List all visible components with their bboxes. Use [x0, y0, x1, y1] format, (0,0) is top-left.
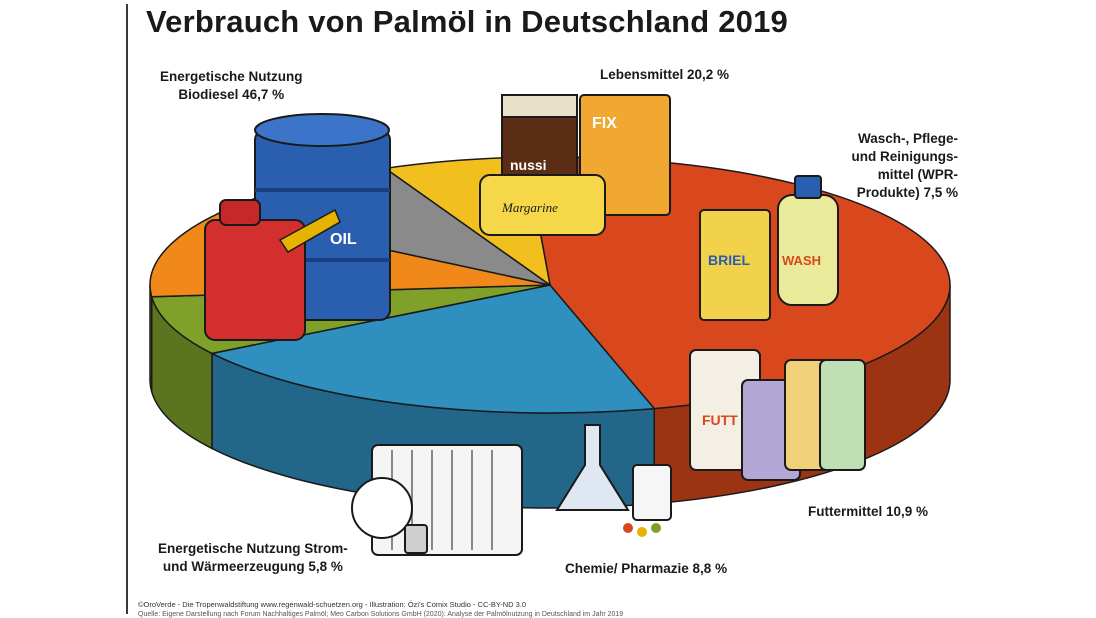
radiator-and-bulb-illustration: [351, 444, 523, 556]
margarine-label: Margarine: [501, 200, 558, 215]
oil-label: OIL: [330, 231, 357, 248]
label-biodiesel-line-2: Biodiesel 46,7 %: [178, 87, 285, 102]
label-futtermittel-line-1: Futtermittel 10,9 %: [808, 504, 929, 519]
fuel-can-illustration: [204, 199, 341, 341]
label-biodiesel-line-1: Energetische Nutzung: [160, 69, 303, 84]
label-wpr-line-2: und Reinigungs-: [851, 149, 958, 164]
chart-title: Verbrauch von Palmöl in Deutschland 2019: [146, 4, 788, 39]
credit-line: ©OroVerde - Die Tropenwaldstiftung www.r…: [138, 600, 527, 609]
feed-bags-illustration: FUTT: [689, 349, 866, 481]
label-biodiesel: Energetische Nutzung Biodiesel 46,7 %: [160, 68, 303, 104]
futt-label: FUTT: [702, 412, 738, 428]
slice-futtermittel-side-0: [149, 284, 153, 392]
label-wpr-line-4: Produkte) 7,5 %: [856, 185, 958, 200]
label-wpr-line-1: Wasch-, Pflege-: [857, 131, 958, 146]
label-lebensmittel: Lebensmittel 20,2 %: [600, 66, 729, 84]
label-strom-line-2: und Wärmeerzeugung 5,8 %: [162, 559, 343, 574]
detergent-products-illustration: BRIEL WASH: [699, 175, 839, 321]
label-strom-line-1: Energetische Nutzung Strom-: [158, 541, 348, 556]
food-products-illustration: nussi FIX Margarine: [479, 94, 671, 236]
nussi-label: nussi: [510, 157, 547, 173]
source-line: Quelle: Eigene Darstellung nach Forum Na…: [138, 611, 624, 618]
left-border-line: [126, 4, 128, 614]
fix-label: FIX: [592, 115, 617, 132]
lab-flask-illustration: [555, 424, 672, 537]
wash-label: WASH: [782, 253, 821, 268]
pie-chart: OIL nussi FIX Margarine BRIEL WASH FUTT: [149, 94, 951, 556]
label-wpr-line-3: mittel (WPR-: [877, 167, 958, 182]
label-chemie: Chemie/ Pharmazie 8,8 %: [565, 560, 727, 578]
label-futtermittel: Futtermittel 10,9 %: [808, 503, 928, 521]
label-chemie-line-1: Chemie/ Pharmazie 8,8 %: [565, 561, 728, 576]
slice-lebensmittel: [209, 284, 656, 414]
briel-label: BRIEL: [708, 252, 750, 268]
label-lebensmittel-line-1: Lebensmittel 20,2 %: [600, 67, 730, 82]
label-strom: Energetische Nutzung Strom- und Wärmeerz…: [158, 540, 348, 576]
label-wpr: Wasch-, Pflege- und Reinigungs- mittel (…: [836, 130, 958, 202]
